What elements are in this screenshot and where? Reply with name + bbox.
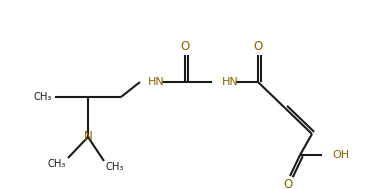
Text: O: O [253,40,263,53]
Text: N: N [84,130,92,143]
Text: OH: OH [332,150,349,160]
Text: HN: HN [148,77,165,87]
Text: O: O [181,40,190,53]
Text: HN: HN [222,77,239,87]
Text: O: O [283,177,293,189]
Text: CH₃: CH₃ [48,159,66,169]
Text: CH₃: CH₃ [106,162,124,172]
Text: CH₃: CH₃ [34,92,52,102]
